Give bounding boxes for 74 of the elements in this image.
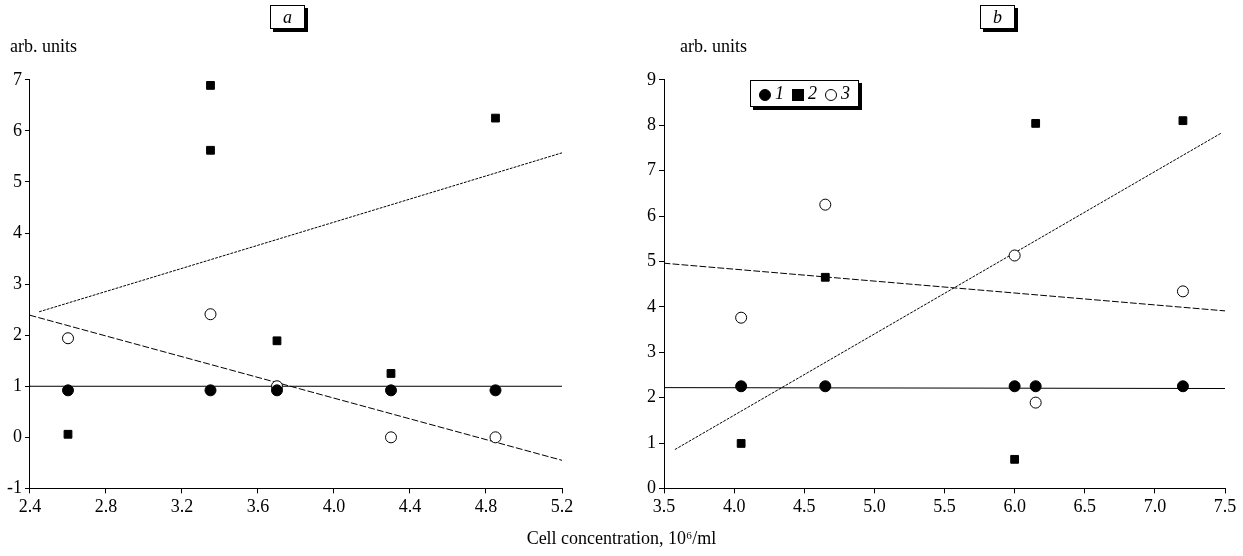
point	[1008, 380, 1021, 393]
point	[489, 384, 502, 397]
point	[385, 431, 397, 444]
point	[1010, 454, 1020, 464]
x-tick-label: 3.2	[170, 495, 194, 516]
chart-title: b	[980, 5, 1015, 29]
x-tick-label: 7.0	[1143, 495, 1167, 516]
y-tick-label: 3	[647, 340, 656, 361]
y-tick-label: 7	[647, 159, 656, 180]
x-tick-label: 5.5	[933, 495, 956, 516]
x-tick-label: 5.2	[550, 495, 574, 516]
point	[1176, 285, 1189, 298]
point	[272, 336, 282, 346]
point	[62, 332, 74, 345]
legend-label: 3	[841, 83, 850, 103]
y-tick-label: 7	[12, 68, 22, 89]
x-tick-label: 4.4	[398, 495, 422, 516]
y-tick-label: -1	[6, 477, 22, 498]
y-tick-label: 5	[647, 250, 656, 271]
y-tick-label: 8	[647, 113, 656, 134]
point	[63, 429, 73, 439]
point	[271, 384, 283, 397]
point	[819, 380, 832, 393]
y-tick-label: 1	[12, 374, 22, 395]
point	[491, 113, 500, 123]
chart-title: a	[270, 5, 305, 29]
x-tick-label: 4.8	[474, 495, 498, 516]
y-tick-label: 5	[12, 170, 22, 191]
x-axis-title: Cell concentration, 10⁶/ml	[525, 528, 718, 549]
point	[1178, 116, 1188, 126]
y-tick-label: 0	[647, 477, 656, 498]
y-tick-label: 4	[12, 221, 22, 242]
y-tick-label: 6	[647, 204, 656, 225]
point	[820, 272, 830, 282]
x-tick-label: 3.5	[652, 495, 676, 516]
y-axis-title: arb. units	[680, 36, 747, 57]
point	[1029, 396, 1042, 409]
y-tick-label: 0	[12, 426, 22, 447]
point	[735, 380, 748, 393]
point	[1031, 119, 1041, 128]
legend-label: 1	[775, 83, 784, 103]
point	[489, 431, 502, 444]
x-tick-label: 5.0	[863, 495, 886, 516]
point	[204, 384, 217, 397]
y-axis-title: arb. units	[10, 36, 77, 57]
y-tick-label: 3	[12, 272, 22, 293]
point	[736, 439, 746, 448]
point	[385, 384, 397, 397]
point	[386, 369, 396, 378]
x-tick-label: 4.0	[722, 495, 746, 516]
point	[206, 81, 215, 90]
x-tick-label: 4.5	[793, 495, 816, 516]
point	[204, 308, 217, 321]
x-tick-label: 2.4	[18, 495, 42, 516]
y-tick-label: 1	[647, 431, 656, 452]
x-tick-label: 6.5	[1073, 495, 1096, 516]
point	[819, 198, 832, 211]
x-tick-label: 6.0	[1003, 495, 1026, 516]
point	[1176, 380, 1189, 393]
point	[735, 311, 748, 324]
y-tick-label: 9	[647, 68, 656, 89]
x-tick-label: 4.0	[322, 495, 346, 516]
y-tick-label: 2	[647, 386, 656, 407]
y-tick-label: 2	[12, 323, 22, 344]
y-tick-label: 4	[647, 295, 656, 316]
x-tick-label: 7.5	[1213, 495, 1237, 516]
x-tick-label: 3.6	[246, 495, 270, 516]
legend-label: 2	[808, 83, 817, 103]
x-tick-label: 2.8	[94, 495, 118, 516]
point	[62, 384, 74, 397]
point	[1008, 249, 1021, 262]
point	[1029, 380, 1042, 393]
y-tick-label: 6	[12, 119, 22, 140]
point	[206, 145, 215, 155]
